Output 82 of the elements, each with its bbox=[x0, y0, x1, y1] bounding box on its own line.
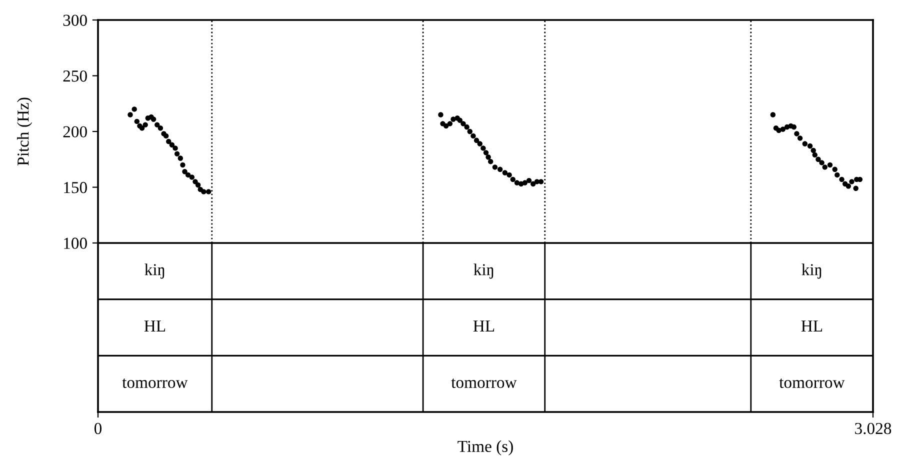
point bbox=[132, 106, 137, 112]
point bbox=[174, 151, 180, 156]
point bbox=[812, 152, 818, 158]
point bbox=[201, 189, 206, 194]
point bbox=[178, 156, 184, 161]
point bbox=[464, 124, 470, 130]
annotation: tomorrow bbox=[122, 378, 188, 388]
point bbox=[807, 143, 813, 149]
point bbox=[134, 118, 140, 124]
point bbox=[770, 112, 776, 118]
point bbox=[802, 141, 808, 146]
point bbox=[166, 138, 172, 144]
point bbox=[791, 124, 797, 130]
point bbox=[526, 178, 532, 184]
annotation: HL bbox=[801, 320, 822, 332]
y-tick-label: 100 bbox=[64, 238, 87, 249]
point bbox=[822, 164, 828, 170]
annotation: tomorrow bbox=[779, 378, 845, 388]
point bbox=[510, 176, 516, 182]
point bbox=[497, 166, 503, 172]
point bbox=[169, 142, 175, 148]
point bbox=[492, 164, 498, 170]
point bbox=[139, 126, 145, 131]
annotation: kiŋ bbox=[802, 264, 822, 279]
point bbox=[530, 181, 536, 186]
point bbox=[438, 112, 444, 118]
y-tick-label: 300 bbox=[63, 14, 87, 26]
point bbox=[195, 182, 201, 188]
point bbox=[477, 141, 482, 146]
point bbox=[128, 112, 133, 118]
annotation: kiŋ bbox=[144, 264, 164, 279]
point bbox=[158, 126, 164, 131]
point bbox=[180, 162, 186, 168]
point bbox=[154, 122, 160, 128]
y-tick-label: 250 bbox=[63, 70, 87, 82]
point bbox=[182, 169, 188, 174]
point bbox=[780, 126, 786, 132]
point bbox=[819, 160, 824, 166]
x-tick-label: 3.028 bbox=[855, 422, 892, 434]
point bbox=[849, 179, 854, 184]
point bbox=[189, 174, 195, 180]
point bbox=[460, 121, 466, 126]
point bbox=[797, 136, 803, 141]
point bbox=[150, 116, 156, 122]
point bbox=[488, 158, 494, 164]
point bbox=[480, 146, 486, 151]
x-axis-title: Time (s) bbox=[458, 440, 513, 456]
point bbox=[816, 156, 821, 162]
point bbox=[827, 162, 833, 168]
point bbox=[470, 133, 476, 139]
point bbox=[846, 184, 852, 189]
x-tick-label: 0 bbox=[94, 422, 102, 434]
annotation: HL bbox=[473, 320, 494, 332]
point bbox=[467, 128, 472, 134]
point bbox=[834, 172, 840, 178]
point bbox=[832, 166, 838, 172]
y-tick-label: 200 bbox=[63, 126, 87, 138]
point bbox=[206, 189, 212, 194]
point bbox=[142, 122, 148, 128]
point bbox=[839, 176, 844, 182]
point bbox=[457, 118, 463, 123]
y-axis-title: Pitch (Hz) bbox=[17, 98, 32, 166]
annotation: tomorrow bbox=[451, 378, 517, 388]
point bbox=[853, 186, 858, 191]
y-tick-label: 150 bbox=[64, 182, 87, 194]
point bbox=[522, 180, 528, 186]
annotation: kiŋ bbox=[474, 264, 494, 279]
point bbox=[502, 170, 508, 176]
point bbox=[486, 154, 491, 160]
point bbox=[483, 150, 489, 156]
point bbox=[794, 131, 800, 136]
point bbox=[506, 172, 512, 178]
point bbox=[172, 146, 178, 151]
point bbox=[450, 116, 456, 122]
point bbox=[192, 179, 198, 184]
point bbox=[474, 138, 480, 144]
point bbox=[447, 121, 453, 126]
point bbox=[163, 133, 169, 139]
point bbox=[443, 123, 449, 129]
point bbox=[185, 172, 191, 178]
annotation: HL bbox=[144, 320, 166, 332]
point bbox=[810, 148, 816, 154]
